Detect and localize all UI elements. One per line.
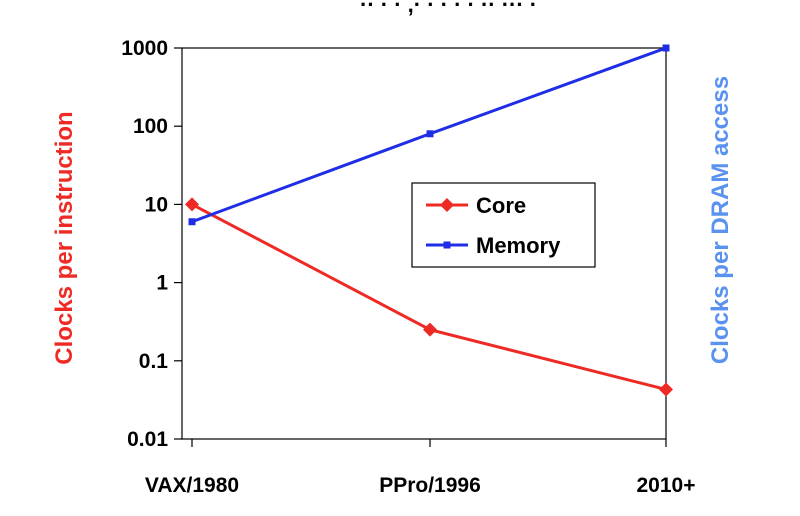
x-tick-label: VAX/1980 bbox=[145, 474, 239, 497]
data-point-core bbox=[185, 197, 199, 212]
y-tick-label: 0.01 bbox=[127, 428, 168, 451]
x-axis: VAX/1980 PPro/1996 2010+ bbox=[145, 439, 696, 497]
data-point-memory bbox=[426, 130, 434, 138]
y-axis-title-left: Clocks per instruction bbox=[51, 111, 78, 364]
legend-label-core: Core bbox=[476, 193, 526, 218]
data-point-memory bbox=[662, 44, 670, 52]
data-point-memory bbox=[188, 218, 196, 226]
y-tick-label: 100 bbox=[133, 115, 168, 138]
y-tick-label: 10 bbox=[145, 193, 168, 216]
y-tick-label: 1000 bbox=[121, 37, 168, 60]
x-tick-label: 2010+ bbox=[637, 474, 696, 497]
y-tick-label: 0.1 bbox=[139, 350, 169, 373]
legend-box bbox=[411, 182, 596, 268]
data-point-core bbox=[423, 322, 437, 337]
data-point-core bbox=[659, 382, 673, 397]
series-layer bbox=[185, 44, 673, 397]
chart-title-cropped: ·· · · ,· · · · · ·· ··· · bbox=[360, 0, 537, 17]
y-axis-title-right: Clocks per DRAM access bbox=[707, 76, 734, 364]
legend-marker-core bbox=[440, 198, 454, 212]
y-tick-label: 1 bbox=[156, 272, 168, 295]
x-tick-label: PPro/1996 bbox=[379, 474, 481, 497]
legend-marker-memory bbox=[443, 241, 451, 249]
legend: Core Memory bbox=[411, 182, 596, 268]
y-axis: 1000 100 10 1 0.1 0.01 bbox=[121, 37, 182, 451]
legend-label-memory: Memory bbox=[476, 233, 561, 258]
